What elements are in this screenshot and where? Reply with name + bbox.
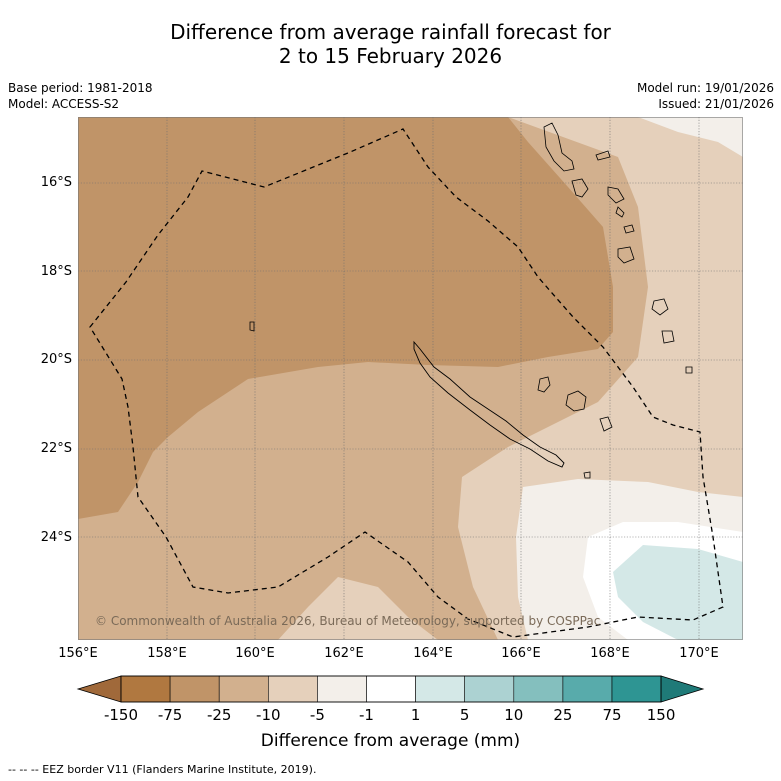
colorbar-extend-low <box>76 675 122 703</box>
colorbar-tick-label: 1 <box>410 706 421 724</box>
colorbar-cell <box>366 675 416 703</box>
region-10-to-5-south <box>278 577 438 640</box>
colorbar-tick-label: -1 <box>359 706 374 724</box>
model-name: Model: ACCESS-S2 <box>8 97 120 111</box>
colorbar-tick-label: 10 <box>504 706 524 724</box>
colorbar-tick-label: -25 <box>206 706 232 724</box>
vanuatu-maewo <box>595 150 611 161</box>
copyright-notice: © Commonwealth of Australia 2026, Bureau… <box>95 614 601 628</box>
vanuatu-tanna <box>651 298 669 316</box>
meta-left: Base period: 1981-2018 Model: ACCESS-S2 <box>8 80 153 112</box>
chart-title: Difference from average rainfall forecas… <box>0 20 781 68</box>
lat-label-22s: 22°S <box>40 441 72 456</box>
colorbar-tick-label: -10 <box>256 706 281 724</box>
eez-legend-note: -- -- -- EEZ border V11 (Flanders Marine… <box>8 763 317 776</box>
chesterfield-island <box>249 321 255 332</box>
region-75-to-25 <box>78 117 613 519</box>
graticule <box>78 117 743 640</box>
lon-label-162e: 162°E <box>324 646 364 661</box>
region-5-to-1-north <box>638 117 743 157</box>
lon-label-160e: 160°E <box>235 646 275 661</box>
colorbar-label: Difference from average (mm) <box>260 731 521 751</box>
title-line-2: 2 to 15 February 2026 <box>278 44 503 68</box>
vanuatu-efate <box>623 224 635 234</box>
colorbar-cell <box>562 675 613 703</box>
colorbar-cell <box>120 675 171 703</box>
lon-label-164e: 164°E <box>413 646 453 661</box>
lon-label-168e: 168°E <box>590 646 630 661</box>
eez-border <box>89 128 724 638</box>
model-run: Model run: 19/01/2026 <box>636 81 774 95</box>
colorbar-cell <box>464 675 515 703</box>
new-caledonia-mainland <box>413 340 565 468</box>
colorbar-cells <box>76 675 705 703</box>
issued-date: Issued: 21/01/2026 <box>658 97 774 111</box>
map-frame <box>78 117 743 640</box>
title-line-1: Difference from average rainfall forecas… <box>170 20 611 44</box>
colorbar-cell <box>513 675 564 703</box>
matthew-island <box>685 366 693 374</box>
colorbar-cell <box>267 675 318 703</box>
colorbar-frame <box>120 675 662 703</box>
colorbar-cell <box>218 675 269 703</box>
rainfall-anomaly-map <box>78 117 743 640</box>
base-period: Base period: 1981-2018 <box>8 81 153 95</box>
vanuatu-epi <box>615 206 625 218</box>
colorbar-tick-label: 5 <box>459 706 470 724</box>
loyalty-island-lifou <box>565 390 587 412</box>
colorbar-extend-high <box>660 675 705 703</box>
vanuatu-malekula <box>571 178 589 198</box>
lat-label-16s: 16°S <box>40 175 72 190</box>
colorbar-tick-label: -75 <box>157 706 183 724</box>
isle-of-pines <box>583 471 591 479</box>
colorbar-cell <box>317 675 367 703</box>
lat-label-24s: 24°S <box>40 530 72 545</box>
colorbar-tick-label: -5 <box>309 706 325 724</box>
colorbar-cell <box>611 675 662 703</box>
colorbar-tick-label: 150 <box>646 706 676 724</box>
lon-label-158e: 158°E <box>147 646 187 661</box>
colorbar-tick-label: 75 <box>602 706 622 724</box>
vanuatu-aneityum <box>661 330 675 344</box>
vanuatu-erromango <box>617 246 635 264</box>
loyalty-island-ouvea <box>537 376 551 393</box>
lon-label-170e: 170°E <box>679 646 719 661</box>
loyalty-island-mare <box>599 416 613 432</box>
lat-label-20s: 20°S <box>40 352 72 367</box>
vanuatu-espiritu-santo <box>543 122 575 172</box>
vanuatu-ambrym <box>607 186 625 204</box>
colorbar-cell <box>169 675 220 703</box>
meta-right: Model run: 19/01/2026 Issued: 21/01/2026 <box>637 80 774 112</box>
lon-label-166e: 166°E <box>501 646 541 661</box>
lon-label-156e: 156°E <box>58 646 98 661</box>
colorbar-cell <box>415 675 466 703</box>
colorbar-tick-label: 25 <box>553 706 573 724</box>
colorbar-tick-label: -150 <box>103 706 139 724</box>
lat-label-18s: 18°S <box>40 264 72 279</box>
region-1-to-5 <box>613 545 743 640</box>
